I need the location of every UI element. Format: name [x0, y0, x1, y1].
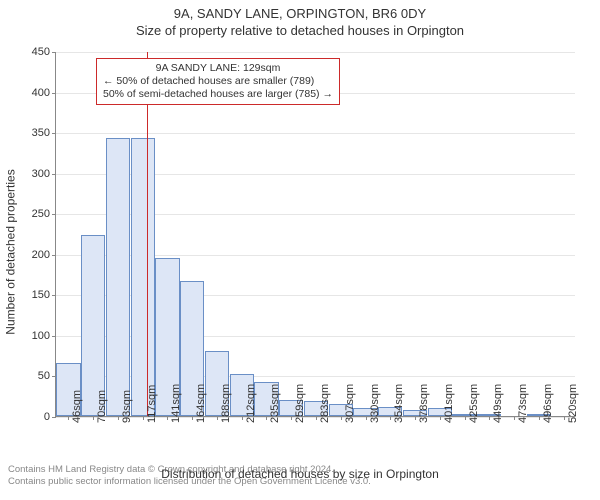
- page-title: 9A, SANDY LANE, ORPINGTON, BR6 0DY: [0, 6, 600, 21]
- y-tickmark: [52, 295, 56, 296]
- x-tick-label: 70sqm: [96, 390, 108, 423]
- marker-annotation: 9A SANDY LANE: 129sqm ← 50% of detached …: [96, 58, 340, 105]
- y-tickmark: [52, 174, 56, 175]
- x-tick-label: 188sqm: [220, 384, 232, 423]
- y-tick-label: 250: [10, 208, 50, 220]
- x-tickmark: [118, 416, 119, 420]
- x-tick-label: 259sqm: [294, 384, 306, 423]
- x-tickmark: [366, 416, 367, 420]
- x-tick-label: 283sqm: [319, 384, 331, 423]
- y-tickmark: [52, 133, 56, 134]
- x-tick-label: 307sqm: [344, 384, 356, 423]
- x-tick-label: 520sqm: [567, 384, 579, 423]
- x-tickmark: [217, 416, 218, 420]
- x-tick-label: 401sqm: [443, 384, 455, 423]
- x-tickmark: [316, 416, 317, 420]
- histogram-bar: [106, 138, 130, 416]
- annotation-line-2: ← 50% of detached houses are smaller (78…: [103, 75, 333, 88]
- histogram-bar: [131, 138, 155, 416]
- y-tick-label: 450: [10, 46, 50, 58]
- y-tick-label: 50: [10, 370, 50, 382]
- x-tick-label: 354sqm: [393, 384, 405, 423]
- x-tickmark: [564, 416, 565, 420]
- marker-line: [147, 52, 148, 416]
- x-tickmark: [192, 416, 193, 420]
- y-tickmark: [52, 417, 56, 418]
- y-tickmark: [52, 52, 56, 53]
- x-tickmark: [440, 416, 441, 420]
- x-tick-label: 212sqm: [245, 384, 257, 423]
- y-tick-label: 200: [10, 249, 50, 261]
- x-tickmark: [539, 416, 540, 420]
- y-tickmark: [52, 214, 56, 215]
- y-tick-label: 150: [10, 289, 50, 301]
- x-tickmark: [93, 416, 94, 420]
- annotation-line-3: 50% of semi-detached houses are larger (…: [103, 88, 333, 101]
- y-tick-label: 400: [10, 87, 50, 99]
- page-subtitle: Size of property relative to detached ho…: [0, 23, 600, 38]
- y-tick-label: 300: [10, 168, 50, 180]
- chart-container: Number of detached properties 9A SANDY L…: [0, 42, 600, 462]
- x-tick-label: 141sqm: [170, 384, 182, 423]
- y-tickmark: [52, 336, 56, 337]
- plot-area: 9A SANDY LANE: 129sqm ← 50% of detached …: [55, 52, 575, 417]
- annotation-line-1: 9A SANDY LANE: 129sqm: [103, 62, 333, 75]
- x-tickmark: [465, 416, 466, 420]
- x-tick-label: 449sqm: [492, 384, 504, 423]
- x-tick-label: 473sqm: [517, 384, 529, 423]
- x-tick-label: 164sqm: [195, 384, 207, 423]
- x-tick-label: 93sqm: [121, 390, 133, 423]
- x-tick-label: 235sqm: [269, 384, 281, 423]
- x-tick-label: 425sqm: [468, 384, 480, 423]
- histogram-bar: [81, 235, 105, 416]
- y-tickmark: [52, 255, 56, 256]
- y-tick-label: 350: [10, 127, 50, 139]
- x-tick-label: 378sqm: [418, 384, 430, 423]
- x-tick-label: 496sqm: [542, 384, 554, 423]
- x-tickmark: [143, 416, 144, 420]
- y-tick-label: 100: [10, 330, 50, 342]
- x-tickmark: [390, 416, 391, 420]
- y-tick-label: 0: [10, 411, 50, 423]
- x-tickmark: [68, 416, 69, 420]
- x-tick-label: 117sqm: [146, 385, 158, 423]
- gridline: [56, 133, 575, 134]
- x-tickmark: [415, 416, 416, 420]
- y-tickmark: [52, 93, 56, 94]
- x-tickmark: [167, 416, 168, 420]
- gridline: [56, 52, 575, 53]
- x-tick-label: 46sqm: [71, 390, 83, 423]
- x-tick-label: 330sqm: [369, 384, 381, 423]
- x-tickmark: [291, 416, 292, 420]
- x-tickmark: [242, 416, 243, 420]
- x-tickmark: [514, 416, 515, 420]
- x-tickmark: [266, 416, 267, 420]
- x-tickmark: [489, 416, 490, 420]
- x-tickmark: [341, 416, 342, 420]
